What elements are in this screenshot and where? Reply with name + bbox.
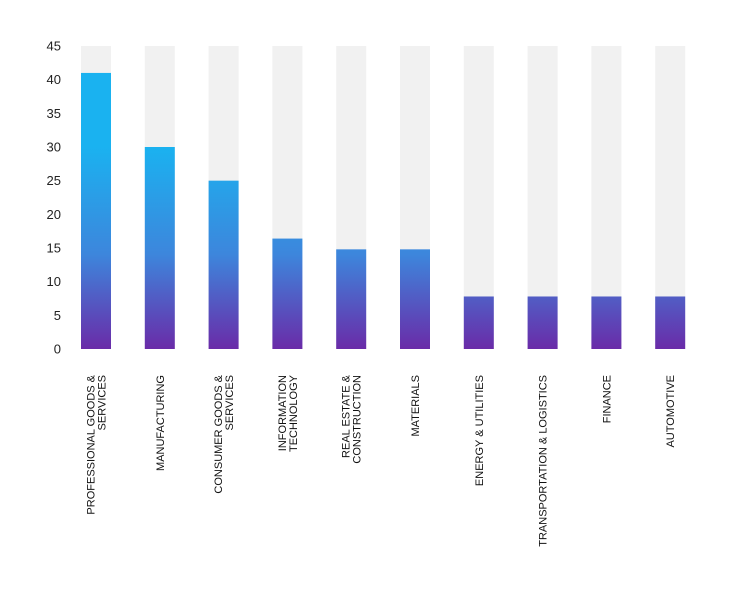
bar [400, 249, 430, 349]
bar [208, 180, 239, 349]
y-tick-label: 40 [47, 72, 61, 87]
bar [527, 296, 558, 349]
x-tick-label-line: INFORMATION [277, 375, 289, 451]
x-tick-label: MATERIALS [410, 375, 422, 437]
bar [463, 296, 494, 349]
x-tick-label-line: CONSTRUCTION [352, 375, 364, 464]
x-axis: PROFESSIONAL GOODS & SERVICES MANUFACTURIN… [86, 374, 678, 546]
x-tick-label-line: CONSUMER GOODS & [213, 374, 225, 493]
y-tick-label: 0 [54, 342, 61, 357]
x-tick-label-line: TRANSPORTATION & LOGISTICS [538, 375, 550, 547]
y-tick-label: 25 [47, 173, 61, 188]
y-tick-label: 5 [54, 308, 61, 323]
x-tick-label: AUTOMOTIVE [665, 375, 677, 448]
y-tick-label: 30 [47, 140, 61, 155]
x-tick-label: PROFESSIONAL GOODS & SERVICES [86, 374, 109, 514]
bar [81, 72, 111, 349]
x-tick-label: MANUFACTURING [155, 375, 167, 471]
y-tick-label: 35 [47, 106, 61, 121]
bar [272, 238, 303, 349]
bar [655, 296, 686, 349]
bar [144, 147, 175, 349]
y-tick-label: 15 [47, 241, 61, 256]
x-tick-label: REAL ESTATE & CONSTRUCTION [341, 374, 364, 463]
x-tick-label: TRANSPORTATION & LOGISTICS [538, 375, 550, 547]
x-tick-label: INFORMATION TECHNOLOGY [277, 374, 300, 452]
x-tick-label-line: SERVICES [224, 375, 236, 430]
bar [591, 296, 622, 349]
y-tick-label: 45 [47, 39, 61, 54]
x-tick-label: CONSUMER GOODS & SERVICES [213, 374, 236, 493]
x-tick-label-line: REAL ESTATE & [341, 374, 353, 458]
x-tick-label-line: FINANCE [601, 375, 613, 423]
x-tick-label-line: TECHNOLOGY [288, 374, 300, 452]
x-tick-label: ENERGY & UTILITIES [474, 375, 486, 486]
y-axis: 0 5 10 15 20 25 30 35 40 45 [47, 39, 61, 357]
y-tick-label: 10 [47, 274, 61, 289]
bars [81, 72, 686, 349]
x-tick-label: FINANCE [601, 375, 613, 423]
y-tick-label: 20 [47, 207, 61, 222]
x-tick-label-line: AUTOMOTIVE [665, 375, 677, 448]
x-tick-label-line: MANUFACTURING [155, 375, 167, 471]
bar [336, 249, 367, 349]
x-tick-label-line: MATERIALS [410, 375, 422, 437]
x-tick-label-line: ENERGY & UTILITIES [474, 375, 486, 486]
x-tick-label-line: SERVICES [97, 375, 109, 430]
x-tick-label-line: PROFESSIONAL GOODS & [86, 374, 98, 514]
